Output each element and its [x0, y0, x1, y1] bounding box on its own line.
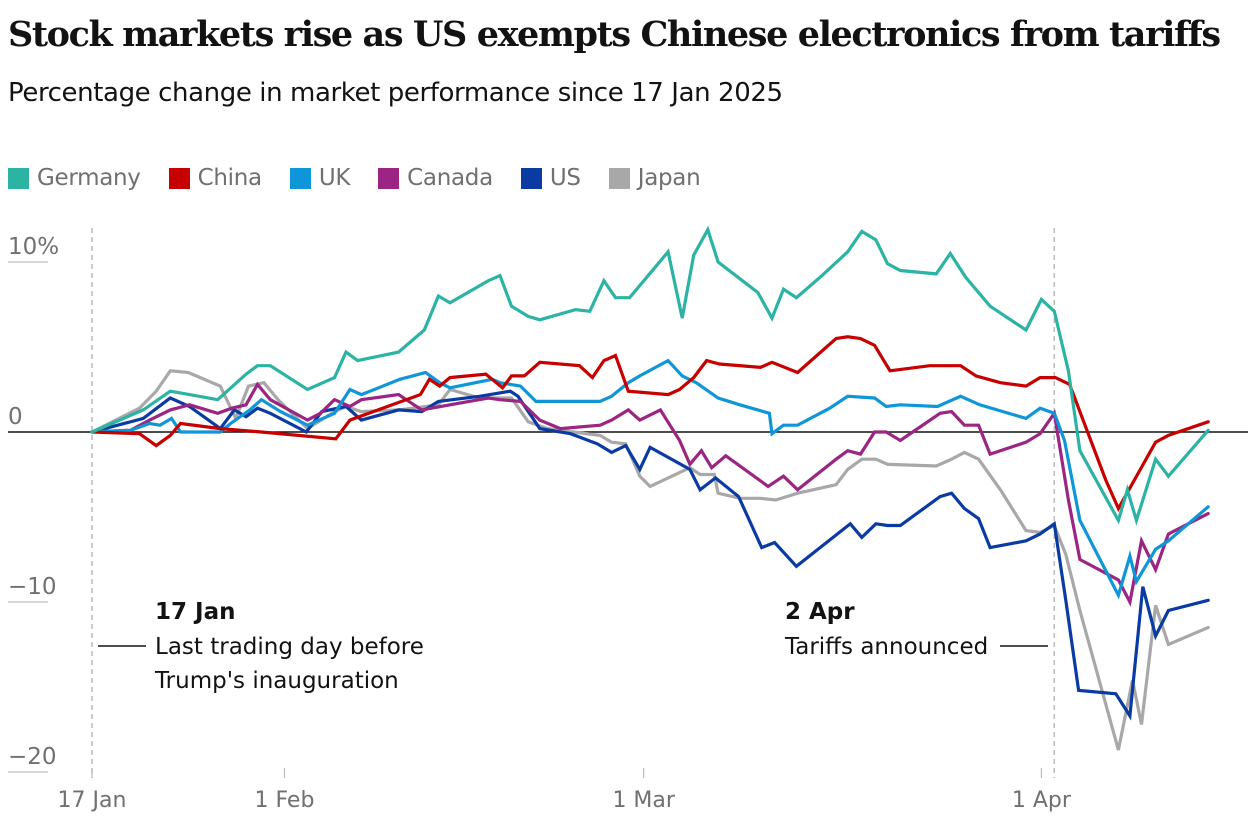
annotation-heading: 17 Jan: [155, 599, 235, 625]
annotation-heading: 2 Apr: [785, 599, 855, 625]
legend-swatch: [378, 167, 400, 189]
legend-item-canada: Canada: [378, 165, 493, 191]
y-tick-label: −10: [8, 574, 57, 600]
legend: Germany China UK Canada US Japan: [8, 165, 728, 191]
legend-label: UK: [318, 165, 351, 191]
y-tick-label: −20: [8, 744, 57, 770]
series-line-china: [90, 335, 1210, 513]
legend-item-japan: Japan: [608, 165, 701, 191]
series-line-us: [90, 389, 1210, 721]
legend-item-china: China: [168, 165, 263, 191]
legend-item-germany: Germany: [8, 165, 141, 191]
legend-swatch: [520, 167, 542, 189]
legend-label: Japan: [637, 165, 701, 191]
y-tick-label: 10%: [8, 234, 59, 260]
legend-swatch: [168, 167, 190, 189]
legend-swatch: [608, 167, 630, 189]
x-tick-label: 1 Feb: [254, 788, 314, 813]
legend-label: China: [197, 165, 263, 191]
legend-item-uk: UK: [289, 165, 351, 191]
annotation-text: Last trading day before: [155, 634, 424, 660]
x-tick-label: 1 Apr: [1012, 788, 1072, 813]
x-tick-label: 1 Mar: [612, 788, 675, 813]
series-line-uk: [90, 358, 1210, 600]
x-tick-label: 17 Jan: [58, 788, 127, 813]
annotation-text: Trump's inauguration: [154, 668, 399, 694]
legend-swatch: [289, 167, 311, 189]
series-line-canada: [90, 381, 1210, 607]
chart-subtitle: Percentage change in market performance …: [8, 78, 783, 108]
legend-swatch: [8, 167, 29, 189]
legend-label: US: [549, 165, 581, 191]
annotation-text: Tariffs announced: [784, 634, 988, 660]
y-tick-label: 0: [8, 404, 23, 430]
legend-label: Germany: [37, 165, 141, 191]
legend-item-us: US: [520, 165, 581, 191]
chart-title: Stock markets rise as US exempts Chinese…: [8, 14, 1221, 55]
legend-label: Canada: [407, 165, 493, 191]
series-line-germany: [90, 225, 1210, 526]
